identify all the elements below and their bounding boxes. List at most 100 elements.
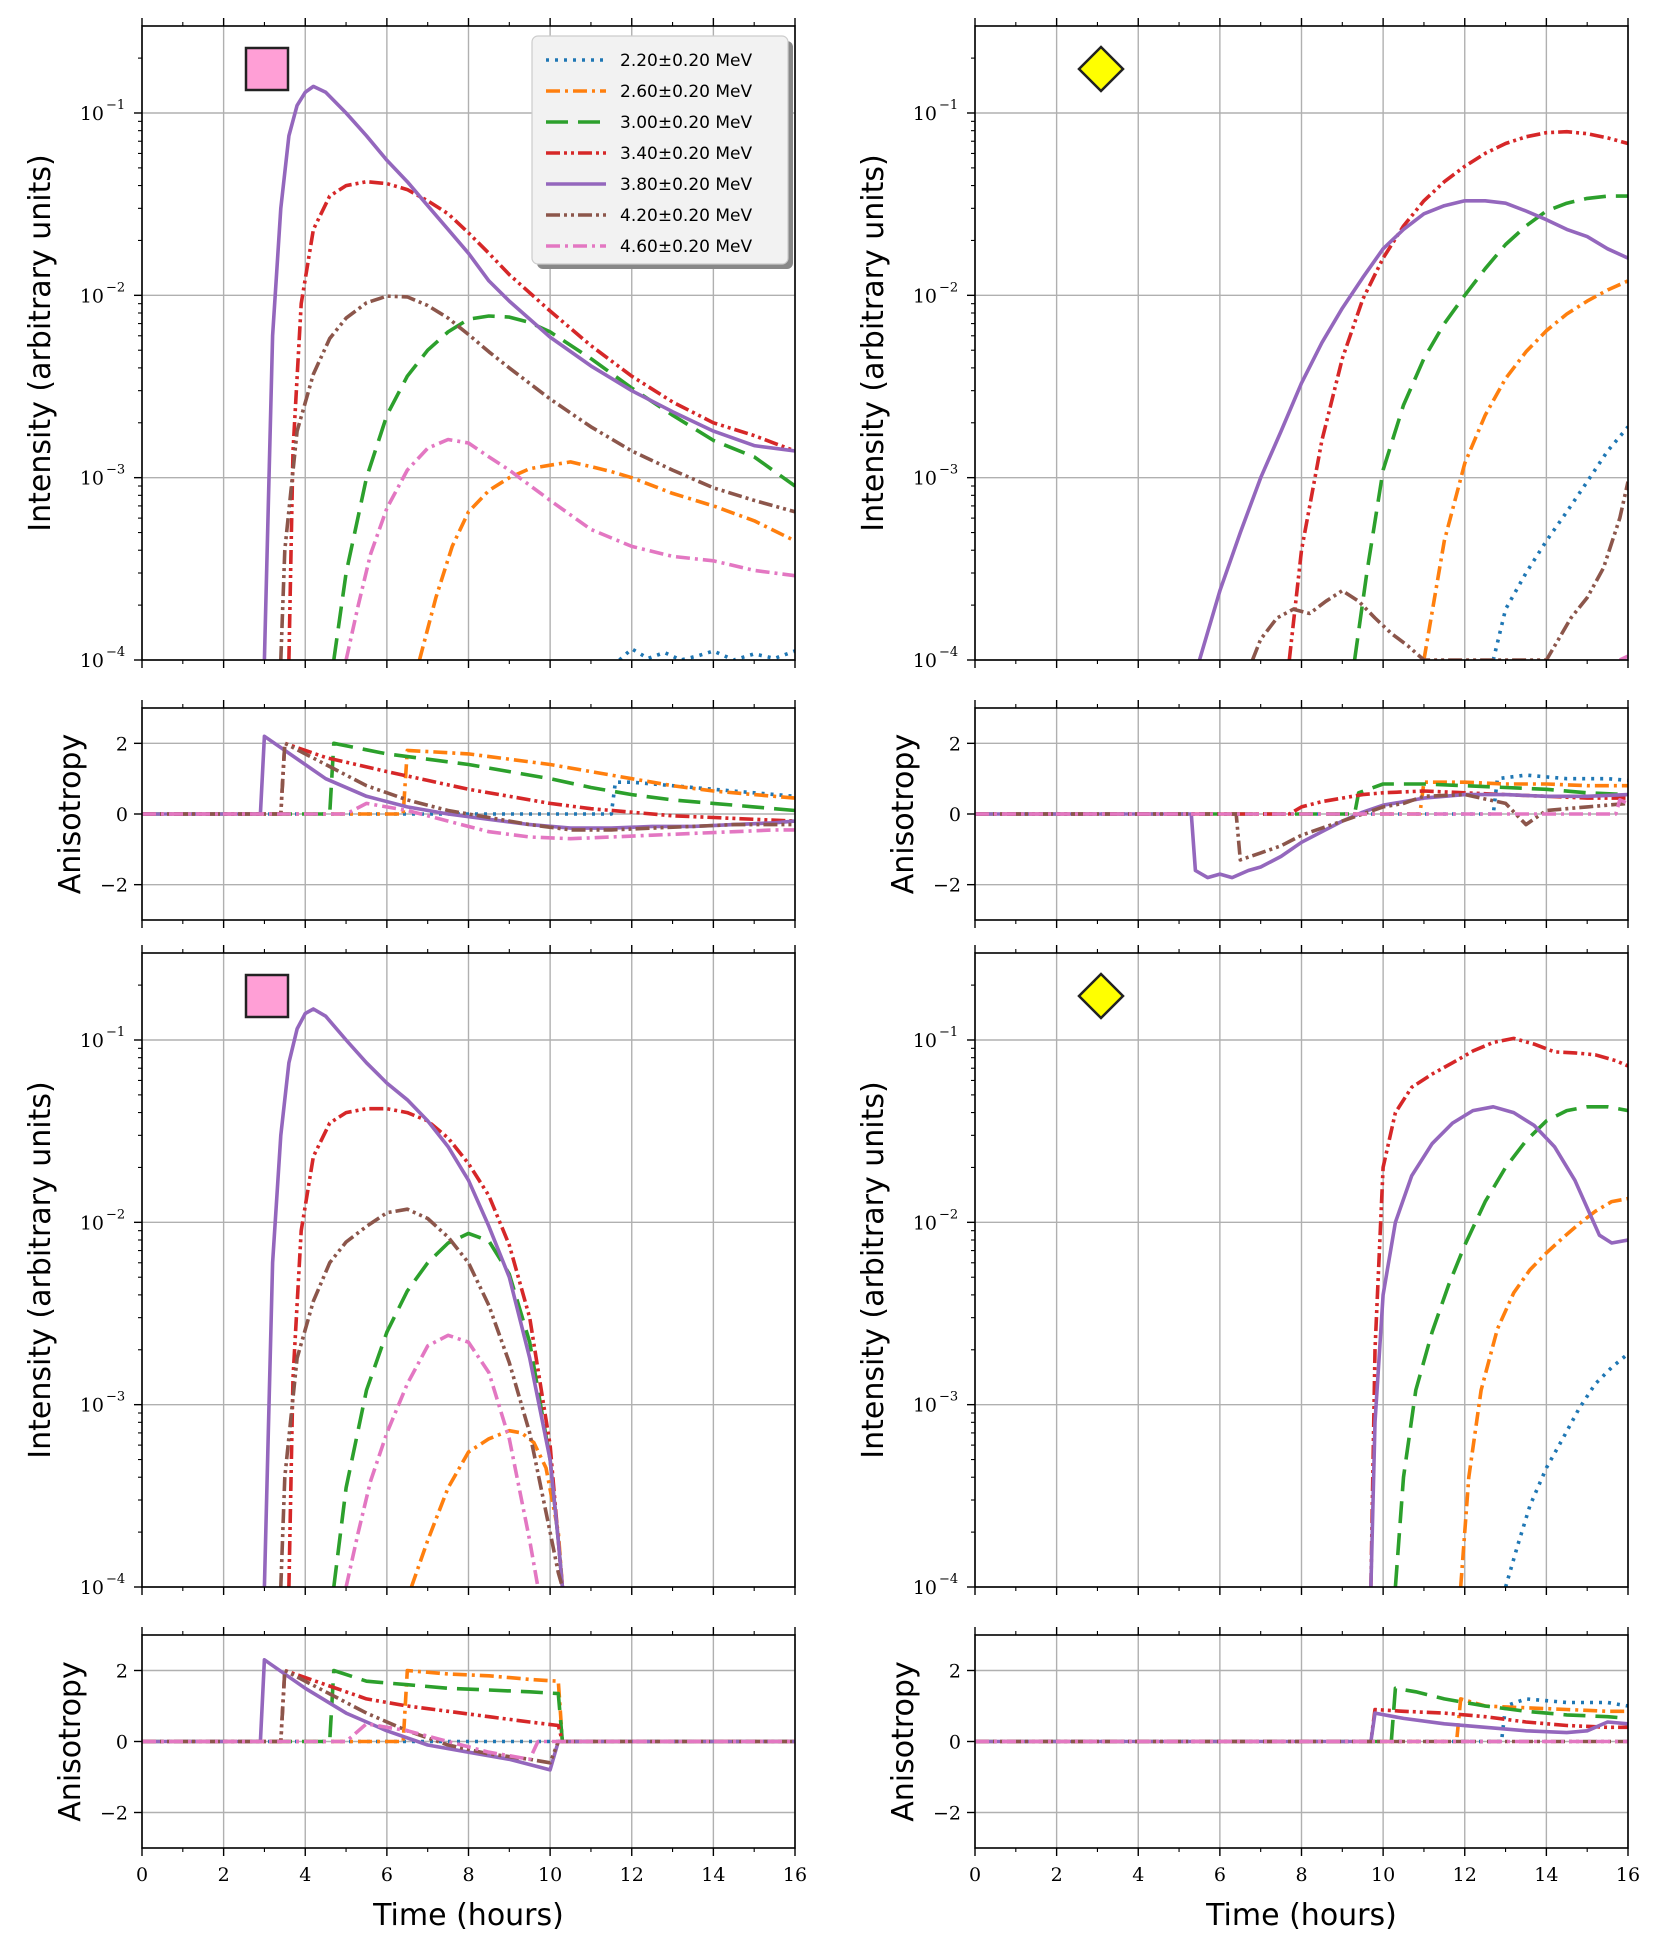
y-tick-exponent: −2 bbox=[106, 1207, 125, 1222]
x-tick-label: 8 bbox=[1295, 1864, 1307, 1886]
y-tick-label: −2 bbox=[933, 875, 961, 897]
y-tick-label: 10 bbox=[80, 650, 104, 672]
y-tick-exponent: −4 bbox=[106, 645, 125, 660]
y-tick-exponent: −2 bbox=[106, 280, 125, 295]
x-tick-label: 4 bbox=[299, 1864, 311, 1886]
y-tick-label: 10 bbox=[913, 468, 937, 490]
y-axis-label: Intensity (arbitrary units) bbox=[856, 1081, 891, 1458]
y-tick-label: 10 bbox=[80, 1395, 104, 1417]
y-tick-label: 0 bbox=[116, 804, 128, 826]
y-tick-label: 0 bbox=[116, 1732, 128, 1754]
x-axis-label: Time (hours) bbox=[372, 1898, 564, 1933]
legend-entry-3: 3.00±0.20 MeV bbox=[620, 113, 752, 133]
y-tick-label: 10 bbox=[913, 1577, 937, 1599]
y-tick-label: −2 bbox=[933, 1803, 961, 1825]
series-line-7 bbox=[344, 1333, 540, 1587]
x-tick-label: 10 bbox=[538, 1864, 562, 1886]
x-tick-label: 0 bbox=[136, 1864, 148, 1886]
x-tick-label: 16 bbox=[1616, 1864, 1640, 1886]
y-tick-label: 10 bbox=[80, 1030, 104, 1052]
y-tick-exponent: −2 bbox=[939, 280, 958, 295]
y-axis-label: Anisotropy bbox=[53, 734, 88, 894]
series-line-5 bbox=[1197, 199, 1628, 660]
y-tick-label: 2 bbox=[949, 733, 961, 755]
legend-entry-2: 2.60±0.20 MeV bbox=[620, 82, 752, 102]
y-axis-label: Anisotropy bbox=[886, 1661, 921, 1821]
y-tick-label: 2 bbox=[949, 1661, 961, 1683]
series-line-4 bbox=[142, 741, 795, 823]
series-line-5 bbox=[975, 792, 1628, 880]
x-tick-label: 16 bbox=[783, 1864, 807, 1886]
y-tick-label: 10 bbox=[913, 1212, 937, 1234]
series-line-5 bbox=[1369, 1105, 1628, 1587]
y-tick-exponent: −1 bbox=[106, 98, 125, 113]
series-line-2 bbox=[975, 780, 1628, 816]
panel-5: 0 2 4 6 8 10 12 14 16 −2 0 2 Anisotropy Time (hours) bbox=[53, 1627, 807, 1933]
y-tick-label: 10 bbox=[913, 103, 937, 125]
y-tick-exponent: −3 bbox=[106, 463, 125, 478]
series-line-5 bbox=[262, 84, 795, 660]
x-tick-label: 12 bbox=[620, 1864, 644, 1886]
x-axis-label: Time (hours) bbox=[1205, 1898, 1397, 1933]
yellow-diamond-marker bbox=[1077, 972, 1125, 1020]
series-line-4 bbox=[287, 179, 795, 660]
series-line-1 bbox=[1503, 1352, 1628, 1587]
x-tick-label: 8 bbox=[462, 1864, 474, 1886]
series-line-2 bbox=[142, 748, 795, 816]
series-line-1 bbox=[618, 647, 795, 660]
y-axis-label: Intensity (arbitrary units) bbox=[856, 154, 891, 531]
series-line-4 bbox=[975, 789, 1628, 816]
y-tick-exponent: −1 bbox=[106, 1025, 125, 1040]
series-line-7 bbox=[142, 801, 795, 841]
panel-7: 0 2 4 6 8 10 12 14 16 −2 0 2 Anisotropy Time (hours) bbox=[886, 1627, 1640, 1933]
panel-1: −2 0 2 Anisotropy bbox=[53, 700, 796, 928]
x-tick-label: 4 bbox=[1132, 1864, 1144, 1886]
x-tick-label: 2 bbox=[1051, 1864, 1063, 1886]
legend-entry-4: 3.40±0.20 MeV bbox=[620, 144, 752, 164]
y-tick-label: 10 bbox=[913, 1030, 937, 1052]
y-axis-label: Intensity (arbitrary units) bbox=[23, 1081, 58, 1458]
series-line-2 bbox=[417, 460, 795, 660]
x-tick-label: 14 bbox=[701, 1864, 725, 1886]
x-tick-label: 6 bbox=[381, 1864, 393, 1886]
x-tick-label: 2 bbox=[218, 1864, 230, 1886]
series-line-3 bbox=[142, 741, 795, 816]
y-tick-exponent: −4 bbox=[939, 1572, 958, 1587]
series-line-3 bbox=[332, 314, 795, 660]
legend-entry-5: 3.80±0.20 MeV bbox=[620, 175, 752, 195]
series-line-5 bbox=[975, 1711, 1628, 1744]
series-line-2 bbox=[1422, 279, 1628, 660]
x-tick-label: 12 bbox=[1453, 1864, 1477, 1886]
y-tick-label: 10 bbox=[913, 285, 937, 307]
series-line-3 bbox=[975, 782, 1628, 816]
y-tick-label: 10 bbox=[913, 1395, 937, 1417]
pink-square-marker bbox=[244, 46, 290, 92]
yellow-diamond-marker bbox=[1077, 45, 1125, 93]
y-tick-label: 2 bbox=[116, 1661, 128, 1683]
x-tick-label: 0 bbox=[969, 1864, 981, 1886]
series-line-6 bbox=[279, 294, 795, 660]
legend-entry-1: 2.20±0.20 MeV bbox=[620, 51, 752, 71]
y-tick-label: 10 bbox=[913, 650, 937, 672]
series-line-7 bbox=[142, 1722, 795, 1762]
y-tick-label: 10 bbox=[80, 285, 104, 307]
panel-3: −2 0 2 Anisotropy bbox=[886, 700, 1629, 928]
series-line-6 bbox=[1250, 481, 1628, 660]
legend-entry-7: 4.60±0.20 MeV bbox=[620, 237, 752, 257]
series-line-4 bbox=[1369, 1036, 1628, 1587]
series-line-5 bbox=[262, 1007, 565, 1587]
series-line-6 bbox=[975, 792, 1628, 862]
series-line-4 bbox=[287, 1106, 565, 1587]
series-line-2 bbox=[409, 1428, 565, 1587]
y-tick-exponent: −2 bbox=[939, 1207, 958, 1222]
y-axis-label: Anisotropy bbox=[53, 1661, 88, 1821]
y-tick-exponent: −3 bbox=[939, 1390, 958, 1405]
series-line-4 bbox=[1287, 129, 1628, 660]
x-tick-label: 14 bbox=[1534, 1864, 1558, 1886]
y-tick-exponent: −1 bbox=[939, 98, 958, 113]
y-tick-exponent: −3 bbox=[106, 1390, 125, 1405]
